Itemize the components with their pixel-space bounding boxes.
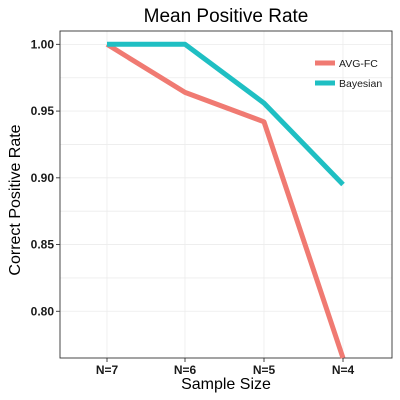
- y-tick-label: 1.00: [31, 37, 55, 51]
- legend-label: Bayesian: [339, 78, 382, 90]
- y-tick-label: 0.85: [31, 238, 55, 252]
- x-tick-label: N=6: [174, 363, 197, 377]
- series-line-avg-fc: [105, 42, 346, 359]
- y-axis-title: Correct Positive Rate: [7, 124, 24, 275]
- series-lines: [105, 41, 346, 359]
- y-axis: 0.80 0.85 0.90 0.95 1.00: [31, 37, 60, 318]
- y-tick-label: 0.80: [31, 304, 55, 318]
- y-tick-label: 0.95: [31, 104, 55, 118]
- series-line-bayesian: [107, 41, 345, 187]
- plot-panel: [59, 30, 393, 359]
- grid: [60, 31, 392, 358]
- x-tick-label: N=7: [96, 363, 119, 377]
- chart-title: Mean Positive Rate: [144, 6, 309, 27]
- y-tick-label: 0.90: [31, 171, 55, 185]
- x-tick-label: N=5: [253, 363, 276, 377]
- x-axis: N=7 N=6 N=5 N=4: [96, 358, 355, 377]
- legend-label: AVG-FC: [339, 58, 378, 70]
- x-tick-label: N=4: [332, 363, 355, 377]
- legend: AVG-FC Bayesian: [315, 58, 382, 90]
- x-axis-title: Sample Size: [181, 376, 271, 393]
